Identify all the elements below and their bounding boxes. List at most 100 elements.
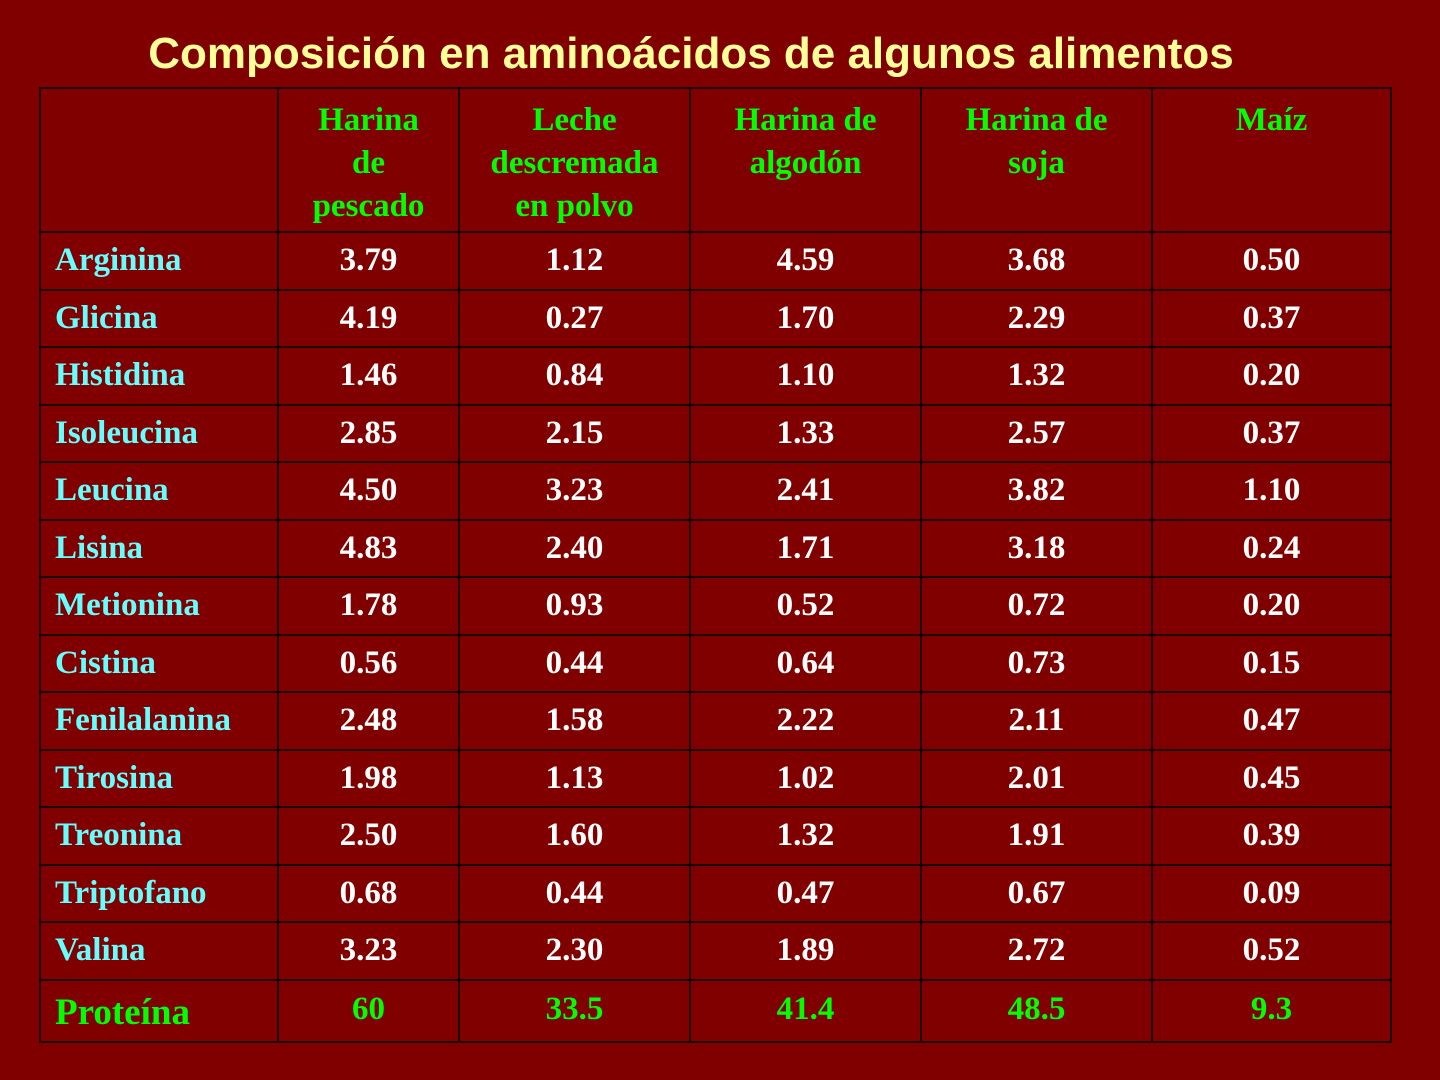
table-row: Lisina 4.83 2.40 1.71 3.18 0.24 xyxy=(39,518,1392,578)
table-row: Glicina 4.19 0.27 1.70 2.29 0.37 xyxy=(39,288,1392,348)
header-line: Maíz xyxy=(1235,102,1308,138)
table-body: Arginina 3.79 1.12 4.59 3.68 0.50 Glicina 4.19 0… xyxy=(39,231,1392,1043)
value-cell: 0.47 xyxy=(1151,691,1392,751)
table-row: Valina 3.23 2.30 1.89 2.72 0.52 xyxy=(39,921,1392,981)
header-row: Harina de pescado Leche descremada en po… xyxy=(39,87,1392,233)
value-cell: 2.41 xyxy=(689,461,922,521)
corner-cell xyxy=(39,87,279,233)
value-cell: 1.13 xyxy=(458,748,691,808)
column-header-harina-de-algodon: Harina de algodón xyxy=(689,87,922,233)
value-cell: 3.82 xyxy=(920,461,1153,521)
amino-acid-table: Harina de pescado Leche descremada en po… xyxy=(39,87,1392,1043)
value-cell: 0.20 xyxy=(1151,346,1392,406)
value-cell: 0.37 xyxy=(1151,288,1392,348)
table-row: Arginina 3.79 1.12 4.59 3.68 0.50 xyxy=(39,231,1392,291)
row-label: Lisina xyxy=(39,518,279,578)
row-label: Arginina xyxy=(39,231,279,291)
column-header-leche-descremada: Leche descremada en polvo xyxy=(458,87,691,233)
value-cell: 4.50 xyxy=(277,461,460,521)
value-cell: 2.11 xyxy=(920,691,1153,751)
table-row: Treonina 2.50 1.60 1.32 1.91 0.39 xyxy=(39,806,1392,866)
value-cell: 0.93 xyxy=(458,576,691,636)
value-cell: 1.58 xyxy=(458,691,691,751)
value-cell: 0.73 xyxy=(920,633,1153,693)
value-cell: 1.46 xyxy=(277,346,460,406)
column-header-harina-de-soja: Harina de soja xyxy=(920,87,1153,233)
value-cell: 2.29 xyxy=(920,288,1153,348)
value-cell: 0.39 xyxy=(1151,806,1392,866)
row-label: Cistina xyxy=(39,633,279,693)
value-cell: 2.22 xyxy=(689,691,922,751)
row-label: Fenilalanina xyxy=(39,691,279,751)
value-cell: 1.98 xyxy=(277,748,460,808)
value-cell: 3.23 xyxy=(277,921,460,981)
value-cell: 0.15 xyxy=(1151,633,1392,693)
protein-value-cell: 33.5 xyxy=(458,978,691,1043)
header-line: en polvo xyxy=(515,188,634,224)
value-cell: 0.37 xyxy=(1151,403,1392,463)
protein-value-cell: 48.5 xyxy=(920,978,1153,1043)
value-cell: 2.15 xyxy=(458,403,691,463)
table-row: Isoleucina 2.85 2.15 1.33 2.57 0.37 xyxy=(39,403,1392,463)
value-cell: 2.85 xyxy=(277,403,460,463)
table-row: Triptofano 0.68 0.44 0.47 0.67 0.09 xyxy=(39,863,1392,923)
value-cell: 0.84 xyxy=(458,346,691,406)
table-row: Metionina 1.78 0.93 0.52 0.72 0.20 xyxy=(39,576,1392,636)
value-cell: 4.19 xyxy=(277,288,460,348)
value-cell: 0.44 xyxy=(458,863,691,923)
column-header-harina-de-pescado: Harina de pescado xyxy=(277,87,460,233)
value-cell: 0.44 xyxy=(458,633,691,693)
protein-value-cell: 60 xyxy=(277,978,460,1043)
row-label: Tirosina xyxy=(39,748,279,808)
value-cell: 1.70 xyxy=(689,288,922,348)
row-label: Metionina xyxy=(39,576,279,636)
value-cell: 0.45 xyxy=(1151,748,1392,808)
row-label: Histidina xyxy=(39,346,279,406)
protein-label: Proteína xyxy=(39,978,279,1043)
table-row: Leucina 4.50 3.23 2.41 3.82 1.10 xyxy=(39,461,1392,521)
value-cell: 0.52 xyxy=(689,576,922,636)
header-line: algodón xyxy=(749,145,862,181)
table-row: Cistina 0.56 0.44 0.64 0.73 0.15 xyxy=(39,633,1392,693)
row-label: Triptofano xyxy=(39,863,279,923)
value-cell: 1.78 xyxy=(277,576,460,636)
value-cell: 3.18 xyxy=(920,518,1153,578)
row-label: Isoleucina xyxy=(39,403,279,463)
row-label: Valina xyxy=(39,921,279,981)
header-line: soja xyxy=(1008,145,1065,181)
value-cell: 2.40 xyxy=(458,518,691,578)
protein-value-cell: 9.3 xyxy=(1151,978,1392,1043)
value-cell: 0.64 xyxy=(689,633,922,693)
value-cell: 1.91 xyxy=(920,806,1153,866)
value-cell: 1.89 xyxy=(689,921,922,981)
row-label: Treonina xyxy=(39,806,279,866)
value-cell: 0.24 xyxy=(1151,518,1392,578)
value-cell: 1.32 xyxy=(689,806,922,866)
value-cell: 0.67 xyxy=(920,863,1153,923)
value-cell: 0.52 xyxy=(1151,921,1392,981)
value-cell: 0.27 xyxy=(458,288,691,348)
header-line: Leche xyxy=(532,102,617,138)
value-cell: 2.48 xyxy=(277,691,460,751)
header-line: de xyxy=(352,145,385,181)
value-cell: 1.02 xyxy=(689,748,922,808)
value-cell: 1.10 xyxy=(689,346,922,406)
value-cell: 1.60 xyxy=(458,806,691,866)
value-cell: 0.72 xyxy=(920,576,1153,636)
value-cell: 1.12 xyxy=(458,231,691,291)
value-cell: 1.32 xyxy=(920,346,1153,406)
protein-total-row: Proteína 60 33.5 41.4 48.5 9.3 xyxy=(39,978,1392,1043)
value-cell: 0.56 xyxy=(277,633,460,693)
value-cell: 4.83 xyxy=(277,518,460,578)
value-cell: 2.30 xyxy=(458,921,691,981)
value-cell: 0.68 xyxy=(277,863,460,923)
value-cell: 2.01 xyxy=(920,748,1153,808)
value-cell: 1.33 xyxy=(689,403,922,463)
value-cell: 3.79 xyxy=(277,231,460,291)
slide-title: Composición en aminoácidos de algunos al… xyxy=(0,26,1382,82)
header-line: descremada xyxy=(490,145,659,181)
table-row: Fenilalanina 2.48 1.58 2.22 2.11 0.47 xyxy=(39,691,1392,751)
table-row: Tirosina 1.98 1.13 1.02 2.01 0.45 xyxy=(39,748,1392,808)
slide-title-text: Composición en aminoácidos de algunos al… xyxy=(148,29,1234,78)
value-cell: 1.71 xyxy=(689,518,922,578)
